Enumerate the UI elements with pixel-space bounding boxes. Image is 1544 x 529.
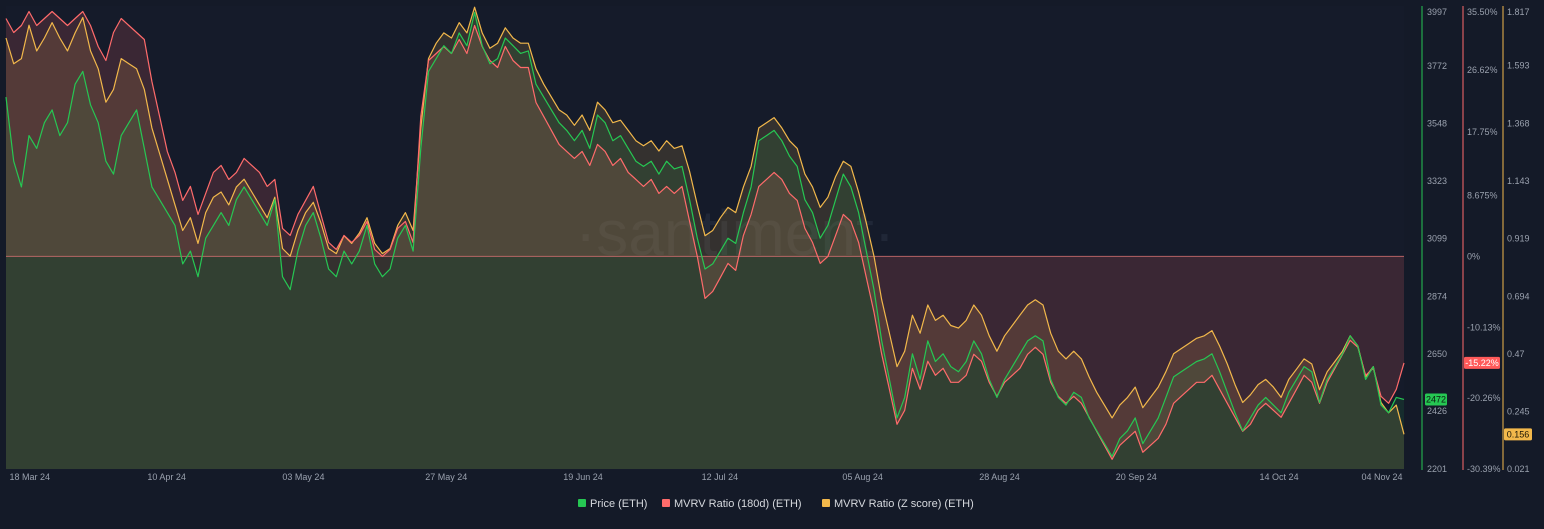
tick-zscore: 1.593 xyxy=(1507,60,1530,70)
x-tick: 18 Mar 24 xyxy=(10,472,51,482)
line-price xyxy=(5,11,1405,457)
x-tick: 03 May 24 xyxy=(282,472,324,482)
value-axes: 3997 3772 3548 3323 3099 2874 2650 2426 2201 35.5… xyxy=(1421,6,1530,474)
x-tick: 14 Oct 24 xyxy=(1260,472,1299,482)
plot-background xyxy=(6,6,1404,470)
badge-label-mvrv180: -15.22% xyxy=(1465,358,1499,368)
legend: Price (ETH) MVRV Ratio (180d) (ETH) MVRV R… xyxy=(578,498,974,510)
legend-swatch-mvrv180 xyxy=(662,499,670,507)
legend-label-price: Price (ETH) xyxy=(590,498,647,510)
tick-zscore: 0.919 xyxy=(1507,234,1530,244)
tick-price: 3772 xyxy=(1427,61,1447,71)
badge-zscore xyxy=(1504,428,1532,441)
x-tick: 20 Sep 24 xyxy=(1116,472,1157,482)
area-price xyxy=(6,12,1404,470)
badge-mvrv180 xyxy=(1464,356,1500,369)
tick-price: 3099 xyxy=(1427,234,1447,244)
tick-mvrv180: 26.62% xyxy=(1467,65,1498,75)
badge-price xyxy=(1425,393,1447,406)
tick-price: 3997 xyxy=(1427,7,1447,17)
tick-zscore: 1.368 xyxy=(1507,118,1530,128)
tick-zscore: 0.47 xyxy=(1507,349,1525,359)
tick-mvrv180: -10.13% xyxy=(1467,322,1501,332)
tick-zscore: 1.143 xyxy=(1507,176,1530,186)
legend-label-mvrv180: MVRV Ratio (180d) (ETH) xyxy=(674,498,802,510)
tick-zscore: 0.245 xyxy=(1507,407,1530,417)
watermark: ·santiment· xyxy=(575,197,895,269)
x-tick: 28 Aug 24 xyxy=(979,472,1020,482)
tick-zscore: 0.694 xyxy=(1507,291,1530,301)
tick-price: 2426 xyxy=(1427,406,1447,416)
series-areas xyxy=(6,7,1404,470)
badge-label-price: 2472 xyxy=(1426,394,1446,404)
tick-mvrv180: 8.675% xyxy=(1467,191,1498,201)
current-value-badges: 2472 -15.22% 0.156 xyxy=(1425,356,1532,441)
tick-price: 3548 xyxy=(1427,118,1447,128)
x-tick: 05 Aug 24 xyxy=(842,472,883,482)
badge-label-zscore: 0.156 xyxy=(1507,429,1530,439)
line-zscore xyxy=(5,6,1405,435)
tick-mvrv180: 17.75% xyxy=(1467,127,1498,137)
x-tick: 12 Jul 24 xyxy=(702,472,739,482)
x-axis-ticks: 18 Mar 24 10 Apr 24 03 May 24 27 May 24 19 J… xyxy=(10,472,1403,482)
series-lines xyxy=(5,6,1405,460)
x-tick: 27 May 24 xyxy=(425,472,467,482)
tick-price: 2201 xyxy=(1427,464,1447,474)
line-mvrv180 xyxy=(5,10,1405,460)
area-zscore xyxy=(6,7,1404,469)
x-tick: 04 Nov 24 xyxy=(1361,472,1402,482)
legend-label-zscore: MVRV Ratio (Z score) (ETH) xyxy=(834,498,974,510)
tick-price: 3323 xyxy=(1427,176,1447,186)
legend-swatch-zscore xyxy=(822,499,830,507)
tick-mvrv180: -20.26% xyxy=(1467,393,1501,403)
tick-price: 2874 xyxy=(1427,291,1447,301)
tick-mvrv180: 0% xyxy=(1467,251,1480,261)
tick-zscore: 0.021 xyxy=(1507,464,1530,474)
legend-swatch-price xyxy=(578,499,586,507)
tick-mvrv180: 35.50% xyxy=(1467,7,1498,17)
x-tick: 19 Jun 24 xyxy=(563,472,603,482)
tick-price: 2650 xyxy=(1427,349,1447,359)
tick-zscore: 1.817 xyxy=(1507,7,1530,17)
x-tick: 10 Apr 24 xyxy=(147,472,186,482)
tick-mvrv180: -30.39% xyxy=(1467,464,1501,474)
area-mvrv180 xyxy=(6,11,1404,460)
